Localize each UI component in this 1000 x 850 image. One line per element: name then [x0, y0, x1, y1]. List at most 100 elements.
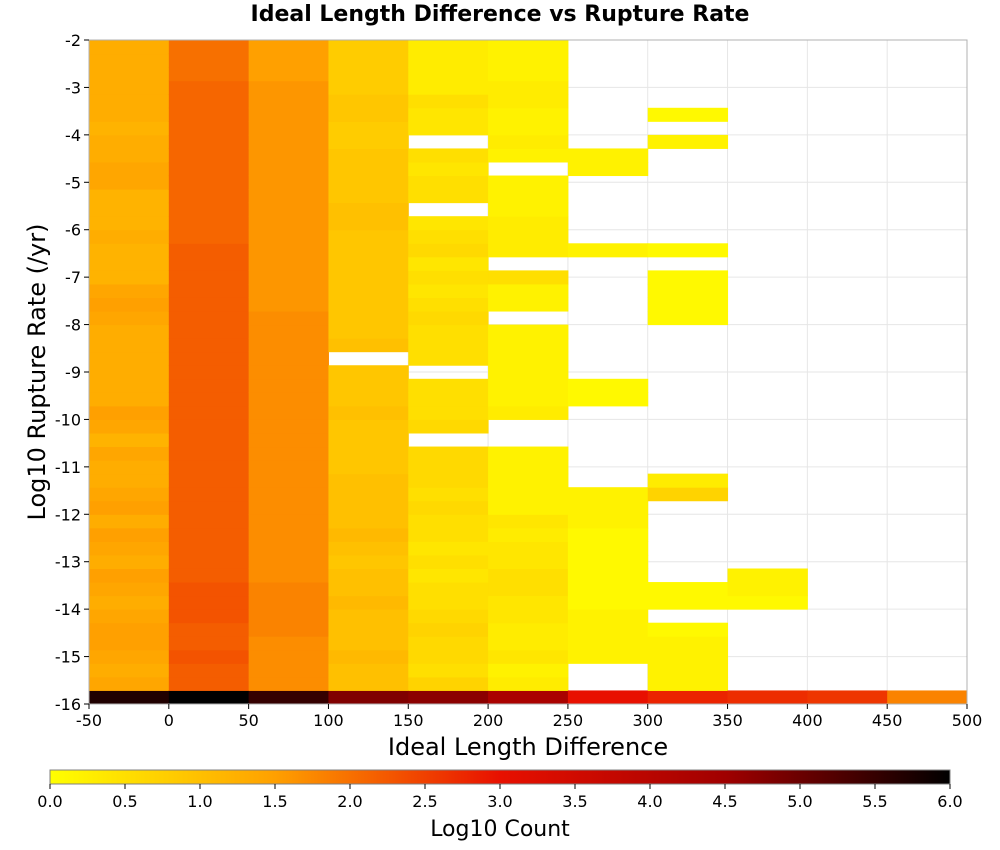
heatmap-cell [248, 582, 329, 597]
heatmap-cell [488, 338, 569, 353]
heatmap-cell [328, 365, 409, 380]
x-tick-label: 400 [792, 711, 823, 730]
heatmap-cell [248, 134, 329, 149]
heatmap-cell [89, 690, 170, 705]
heatmap-cell [248, 270, 329, 285]
heatmap-cell [168, 663, 250, 678]
heatmap-cell [408, 40, 489, 55]
heatmap-cell [408, 107, 489, 122]
heatmap-cell [488, 446, 569, 461]
heatmap-cell [168, 609, 250, 624]
heatmap-cell [89, 338, 170, 353]
heatmap-cell [168, 582, 250, 597]
heatmap-cell [168, 297, 250, 312]
heatmap-cell [248, 609, 329, 624]
heatmap-cell [488, 527, 569, 542]
heatmap-cell [248, 94, 329, 109]
heatmap-cell [248, 202, 329, 217]
heatmap-cell [567, 582, 649, 597]
heatmap-cell [567, 649, 649, 664]
heatmap-cell [89, 67, 170, 82]
heatmap-cell [168, 595, 250, 610]
heatmap-cell [89, 446, 170, 461]
heatmap-cell [488, 365, 569, 380]
heatmap-cell [408, 338, 489, 353]
y-tick-label: -13 [55, 553, 81, 572]
heatmap-cell [408, 527, 489, 542]
heatmap-cell [248, 229, 329, 244]
heatmap-cell [89, 297, 170, 312]
heatmap-cell [567, 541, 649, 556]
heatmap-cell [248, 663, 329, 678]
heatmap-cell [328, 541, 409, 556]
y-tick-label: -5 [65, 173, 81, 192]
heatmap-cell [727, 582, 808, 597]
heatmap-cell [408, 541, 489, 556]
heatmap-cell [408, 270, 489, 285]
heatmap-cell [727, 595, 808, 610]
colorbar-tick-label: 4.0 [637, 792, 662, 811]
heatmap-cell [328, 378, 409, 393]
heatmap-cell [647, 243, 729, 258]
heatmap-cell [408, 67, 489, 82]
heatmap-cell [89, 229, 170, 244]
heatmap-cell [248, 175, 329, 190]
heatmap-cell [248, 649, 329, 664]
heatmap-cell [168, 541, 250, 556]
heatmap-cell [328, 297, 409, 312]
heatmap-cell [408, 80, 489, 95]
heatmap-cell [328, 405, 409, 420]
heatmap-cell [89, 419, 170, 434]
heatmap-cell [248, 216, 329, 231]
x-tick-label: 350 [712, 711, 743, 730]
heatmap-cell [408, 582, 489, 597]
heatmap-cell [408, 649, 489, 664]
colorbar-tick-label: 3.0 [487, 792, 512, 811]
heatmap-cell [328, 40, 409, 55]
heatmap-cell [248, 690, 329, 705]
heatmap-cell [408, 690, 489, 705]
heatmap-cell [567, 514, 649, 529]
heatmap-cell [89, 324, 170, 339]
y-axis-label: Log10 Rupture Rate (/yr) [23, 224, 51, 521]
heatmap-cell [168, 121, 250, 136]
heatmap-cell [248, 676, 329, 691]
heatmap-cell [168, 338, 250, 353]
heatmap-cell [248, 636, 329, 651]
heatmap-cells [89, 40, 968, 705]
heatmap-cell [408, 229, 489, 244]
heatmap-cell [328, 148, 409, 163]
heatmap-cell [248, 473, 329, 488]
heatmap-cell [248, 351, 329, 366]
heatmap-cell [168, 487, 250, 502]
heatmap-cell [328, 161, 409, 177]
heatmap-cell [248, 487, 329, 502]
heatmap-cell [328, 107, 409, 122]
heatmap-cell [567, 595, 649, 610]
heatmap-cell [89, 40, 170, 55]
x-tick-label: 300 [632, 711, 663, 730]
y-tick-label: -14 [55, 600, 81, 619]
heatmap-cell [408, 568, 489, 583]
heatmap-cell [567, 487, 649, 502]
heatmap-cell [89, 351, 170, 366]
y-tick-label: -16 [55, 695, 81, 714]
heatmap-cell [647, 676, 729, 691]
heatmap-cell [647, 582, 729, 597]
heatmap-cell [408, 189, 489, 204]
heatmap-cell [248, 432, 329, 448]
heatmap-cell [328, 527, 409, 542]
y-axis-ticks: -2 -3 -4 -5 -6 -7 -8 -9 -10 -11 -12 -13 -14 -15 -16 [55, 31, 89, 714]
heatmap-cell [89, 609, 170, 624]
heatmap-cell [248, 189, 329, 204]
heatmap-cell [408, 216, 489, 231]
x-axis-ticks: -50 0 50 100 150 200 250 300 350 400 450 500 [76, 704, 982, 730]
heatmap-cell [408, 676, 489, 691]
heatmap-cell [248, 514, 329, 529]
heatmap-cell [168, 500, 250, 515]
heatmap-cell [408, 460, 489, 475]
heatmap-cell [328, 663, 409, 678]
heatmap-cell [89, 622, 170, 637]
heatmap-cell [488, 514, 569, 529]
heatmap-cell [488, 690, 569, 705]
